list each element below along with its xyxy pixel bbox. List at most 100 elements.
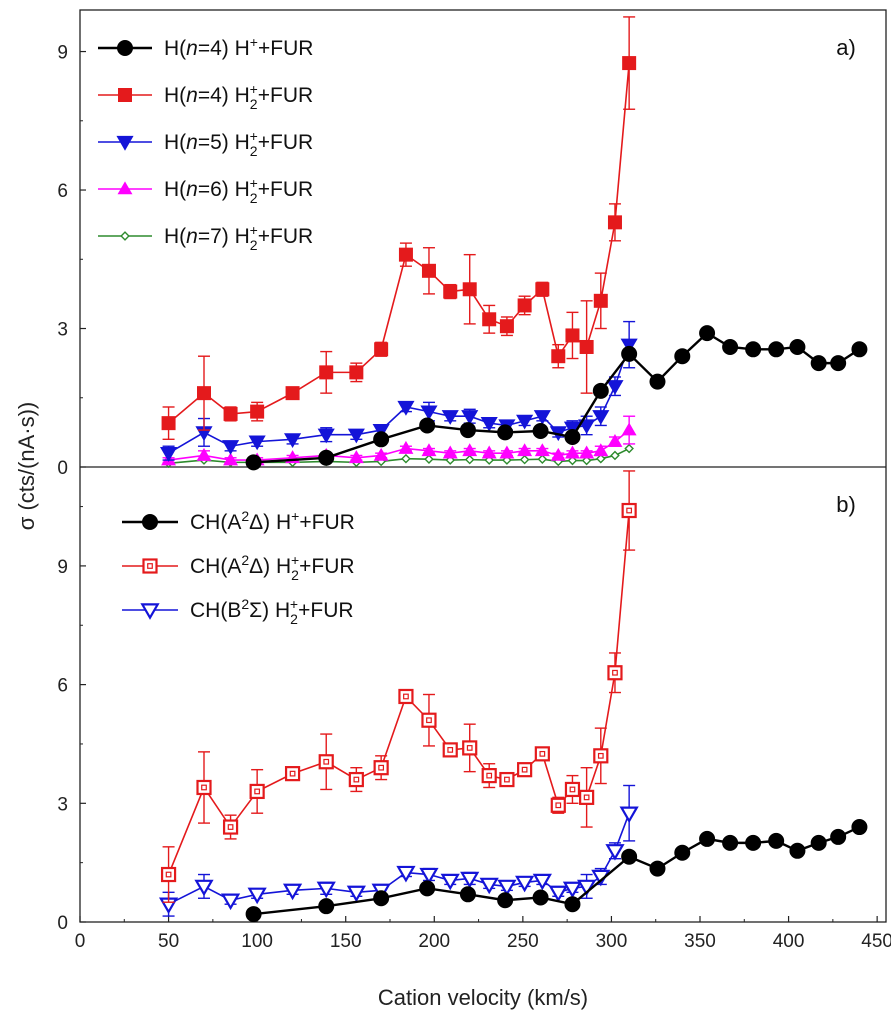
data-point [250,404,265,419]
series-line [168,447,630,465]
data-point [621,345,638,362]
legend-label: CH(A2Δ) H++FUR [190,508,355,534]
data-point [285,386,300,401]
data-point [830,355,847,372]
data-point [674,844,691,861]
data-point [419,880,436,897]
data-point [577,879,597,897]
data-point [142,558,158,574]
data-point [564,428,581,445]
axis-ticks: 0 50 100 150 200 250 300 350 400 450 [75,916,891,952]
data-point [459,886,476,903]
data-point [649,860,666,877]
data-point [419,867,439,885]
y-tick-label: 0 [57,913,68,934]
data-point-inner [626,507,633,514]
data-point [462,740,478,756]
data-point [318,754,334,770]
data-point [160,866,177,883]
data-point [497,879,517,897]
data-point [564,896,581,913]
data-point [161,416,176,431]
data-point [810,355,827,372]
data-point-inner [555,802,562,809]
data-point [316,881,336,899]
data-point [482,312,497,327]
x-tick-label: 200 [418,931,450,952]
data-point [499,319,514,334]
data-point [593,748,609,764]
data-point [565,328,580,343]
data-point [401,453,411,464]
data-point [441,410,459,425]
data-point [607,665,623,681]
data-point-inner [227,824,234,830]
data-point [481,445,497,459]
data-point [517,298,532,313]
data-point [768,341,785,358]
data-point [398,440,414,454]
data-point [117,40,133,56]
data-point [674,348,691,365]
legend-label: CH(A2Δ) H2++FUR [190,552,355,583]
data-point [223,452,239,466]
data-point [579,339,594,354]
data-point [745,341,762,358]
data-point [830,828,847,845]
y-tick-label: 3 [57,794,68,815]
data-point [592,410,610,425]
data-point [699,325,716,342]
data-point [515,875,535,893]
data-point [160,447,178,462]
data-point [532,873,552,891]
data-point [621,502,637,519]
data-point [319,365,334,380]
data-point-inner [447,747,454,753]
data-point [550,447,566,461]
data-point [247,887,267,905]
panel-label: b) [836,492,856,517]
data-point [480,417,498,432]
series [161,16,637,441]
data-point [462,282,477,297]
data-point [372,423,390,439]
data-point [567,455,578,466]
data-point [220,893,241,911]
data-point [398,688,414,705]
data-point [581,455,592,466]
x-tick-label: 150 [330,931,362,952]
data-point [420,405,438,421]
data-point [564,781,581,798]
legend-label: H(n=7) H2++FUR [164,222,313,253]
data-point [442,445,458,459]
data-point [462,443,478,457]
data-point-inner [486,772,493,779]
series-line [168,812,630,905]
data-point [562,881,583,899]
data-point-inner [201,784,207,791]
data-point [517,762,533,778]
data-point [374,342,389,357]
data-point [443,284,458,299]
panel-b: 0 3 6 9 b) CH(A2Δ) H++FUR CH(A2Δ) H2++FUR CH(B2… [57,470,868,934]
legend-label: CH(B2Σ) H2++FUR [190,596,354,627]
data-point [373,431,390,448]
data-point [120,231,130,241]
data-point [768,832,785,849]
y-tick-label: 6 [57,676,68,697]
data-point-inner [504,776,510,783]
x-tick-label: 100 [241,931,273,952]
data-point [284,433,302,449]
data-point [424,454,434,464]
data-point-inner [165,871,172,878]
data-point [607,434,623,447]
series [160,470,637,903]
data-point-inner [612,669,618,676]
data-point [810,834,827,851]
data-point-inner [521,766,528,773]
data-point [116,135,134,151]
data-point [722,338,739,355]
y-axis-title: σ (cts/(nA·s)) [14,402,39,530]
data-point [194,879,214,897]
data-point-inner [254,788,261,795]
